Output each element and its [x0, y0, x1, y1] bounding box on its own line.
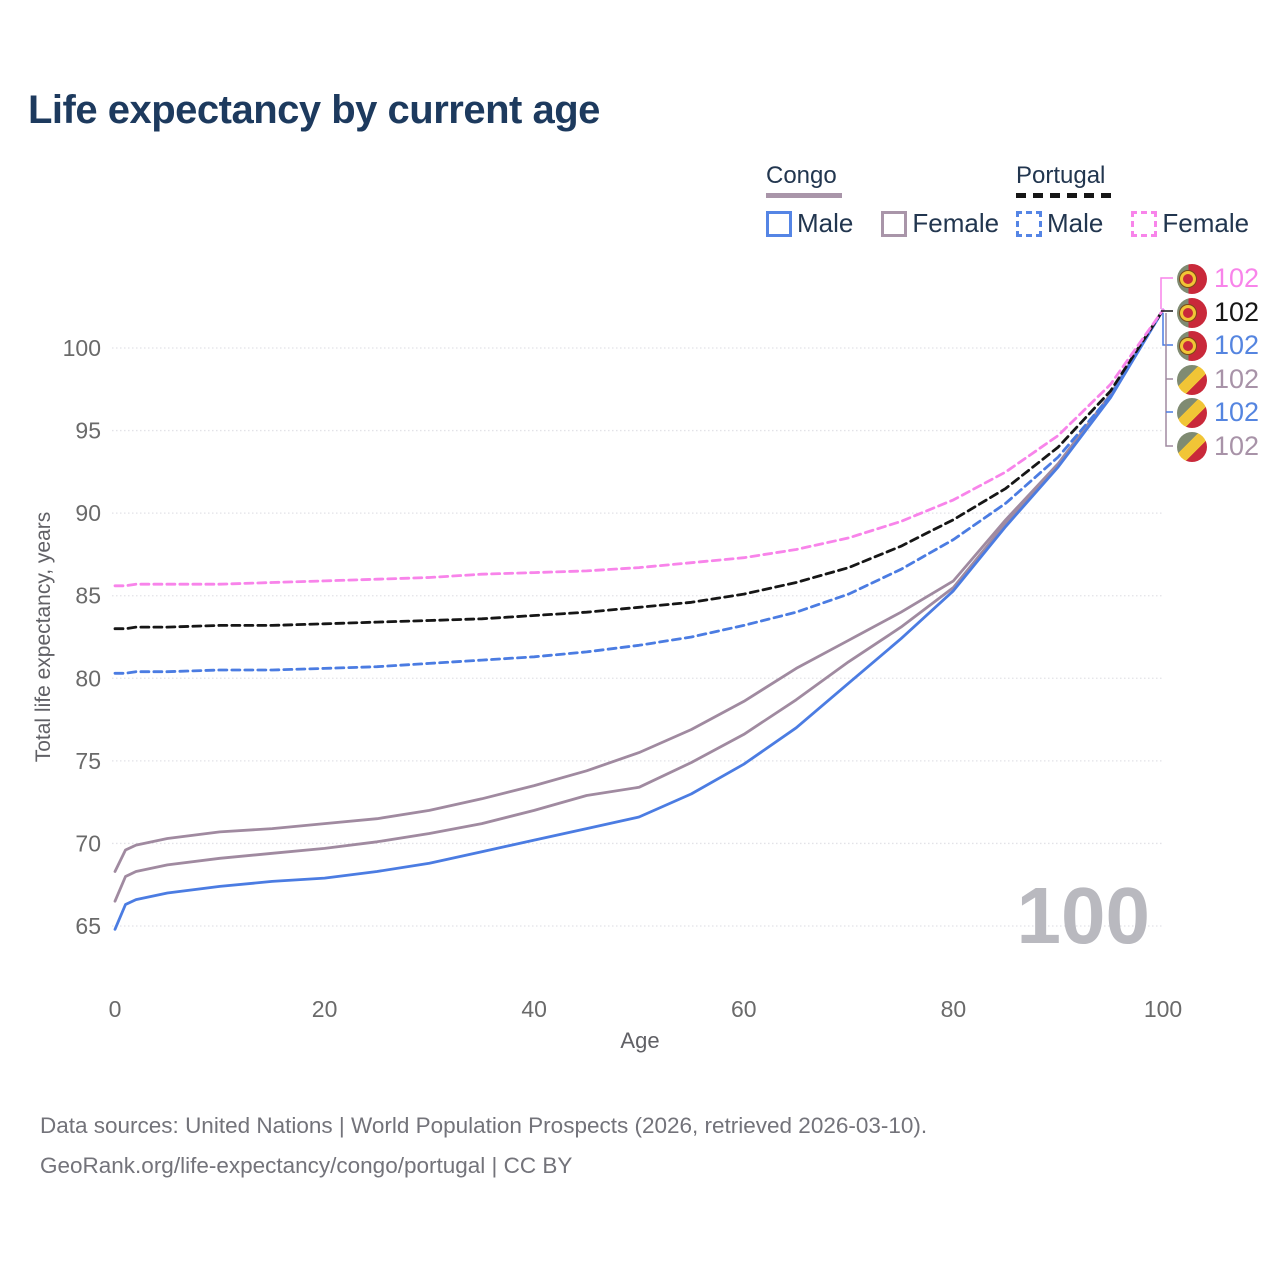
x-tick-60: 60 [731, 996, 757, 1022]
end-value-congo-male: 102 [1214, 397, 1260, 427]
line-portugal[interactable] [113, 308, 1165, 631]
x-tick-80: 80 [941, 996, 967, 1022]
legend-item-congo-male[interactable]: Male [766, 208, 853, 239]
end-value-congo-female: 102 [1214, 364, 1260, 394]
end-value-congo-both: 102 [1214, 431, 1260, 461]
legend-label-congo-male: Male [797, 208, 854, 238]
end-label-portugal-both: 102 [1177, 296, 1259, 329]
y-axis-title: Total life expectancy, years [32, 512, 55, 763]
x-tick-40: 40 [521, 996, 547, 1022]
congo-female-swatch-icon [881, 210, 908, 237]
y-tick-85: 85 [75, 583, 101, 609]
legend-header-portugal[interactable]: Portugal [1016, 162, 1249, 198]
legend-label-portugal-male: Male [1047, 208, 1104, 238]
portugal-line-style-sample [1016, 193, 1118, 198]
line-portugal-female[interactable] [113, 308, 1165, 588]
line-congo-female[interactable] [113, 308, 1165, 873]
portugal-flag-icon [1177, 263, 1207, 294]
legend-header-congo-label: Congo [766, 162, 837, 189]
portugal-female-swatch-icon [1131, 210, 1158, 237]
legend-item-congo-female[interactable]: Female [881, 208, 999, 239]
portugal-flag-icon [1177, 297, 1207, 328]
end-label-portugal-female: 102 [1177, 262, 1259, 295]
leader-line-0 [1160, 277, 1173, 309]
leader-line-3 [1165, 313, 1173, 447]
congo-flag-icon [1177, 431, 1207, 462]
line-congo-male[interactable] [113, 308, 1165, 931]
congo-male-swatch-icon [766, 210, 792, 237]
end-value-portugal-both: 102 [1214, 297, 1260, 327]
x-axis-title: Age [620, 1028, 659, 1053]
portugal-flag-icon [1177, 330, 1207, 361]
legend-group-congo: Congo Male Female [766, 162, 999, 239]
portugal-male-swatch-icon [1016, 210, 1042, 237]
line-portugal-male[interactable] [113, 308, 1165, 675]
hover-age-watermark: 100 [1017, 871, 1150, 960]
x-tick-100: 100 [1144, 996, 1182, 1022]
legend-label-congo-female: Female [912, 208, 1000, 238]
end-label-congo-female: 102 [1177, 363, 1259, 396]
congo-flag-icon [1177, 397, 1207, 428]
grid-and-ticks: 65 70 75 80 85 90 95 100 0 20 40 60 80 100 [63, 335, 1183, 1022]
y-tick-100: 100 [63, 335, 101, 361]
y-tick-75: 75 [75, 748, 101, 774]
end-label-congo-both: 102 [1177, 430, 1259, 463]
y-tick-80: 80 [75, 665, 101, 691]
end-label-portugal-male: 102 [1177, 329, 1259, 362]
end-label-congo-male: 102 [1177, 396, 1259, 429]
legend-label-portugal-female: Female [1162, 208, 1250, 238]
footer-sources: Data sources: United Nations | World Pop… [40, 1113, 928, 1138]
footer-url: GeoRank.org/life-expectancy/congo/portug… [40, 1153, 573, 1178]
leader-line-2 [1162, 313, 1173, 346]
x-tick-0: 0 [109, 996, 122, 1022]
legend-group-portugal: Portugal Male Female [1016, 162, 1249, 239]
y-tick-95: 95 [75, 418, 101, 444]
y-tick-70: 70 [75, 830, 101, 856]
legend-item-portugal-female[interactable]: Female [1131, 208, 1249, 239]
page-title: Life expectancy by current age [28, 88, 600, 132]
y-tick-90: 90 [75, 500, 101, 526]
end-value-portugal-female: 102 [1214, 263, 1260, 293]
line-congo[interactable] [113, 308, 1165, 903]
congo-line-style-sample [766, 193, 842, 198]
legend-item-portugal-male[interactable]: Male [1016, 208, 1103, 239]
x-tick-20: 20 [312, 996, 338, 1022]
y-tick-65: 65 [75, 913, 101, 939]
series-lines [113, 277, 1173, 931]
end-value-portugal-male: 102 [1214, 330, 1260, 360]
legend-header-portugal-label: Portugal [1016, 162, 1106, 189]
footer: Data sources: United Nations | World Pop… [40, 1106, 927, 1186]
legend-header-congo[interactable]: Congo [766, 162, 999, 198]
congo-flag-icon [1177, 364, 1207, 395]
